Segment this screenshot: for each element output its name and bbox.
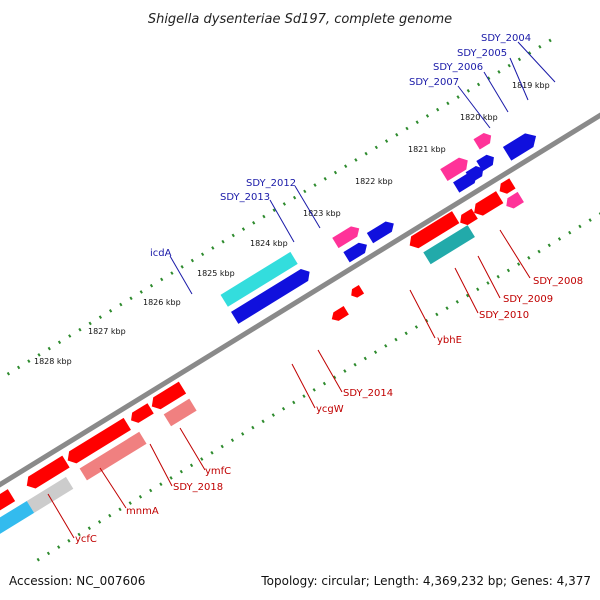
gene-label: ybhE bbox=[437, 335, 462, 346]
feature-block bbox=[474, 191, 504, 216]
gene-label: SDY_2007 bbox=[409, 77, 459, 88]
gene-label: ymfC bbox=[205, 466, 231, 477]
leader-lines bbox=[47, 41, 556, 539]
genome-backbone bbox=[0, 98, 600, 502]
feature-block bbox=[0, 500, 35, 535]
tick-label: 1826 kbp bbox=[143, 298, 181, 307]
tick-label: 1828 kbp bbox=[34, 357, 72, 366]
feature-block bbox=[79, 431, 147, 481]
feature-block bbox=[440, 157, 468, 182]
gene-label: SDY_2006 bbox=[433, 62, 483, 73]
gene-label: SDY_2014 bbox=[343, 388, 393, 399]
gene-label: ycgW bbox=[316, 404, 344, 415]
feature-block bbox=[502, 133, 537, 161]
feature-block bbox=[476, 154, 494, 172]
tick-label: 1822 kbp bbox=[355, 177, 393, 186]
feature-block bbox=[473, 132, 492, 150]
upper-scale-track bbox=[0, 33, 561, 414]
feature-block bbox=[332, 226, 360, 249]
feature-block bbox=[151, 381, 187, 410]
feature-block bbox=[366, 221, 394, 244]
gene-label: SDY_2018 bbox=[173, 482, 223, 493]
feature-block bbox=[0, 489, 16, 518]
gene-label: SDY_2010 bbox=[479, 310, 529, 321]
feature-block bbox=[131, 403, 154, 423]
gene-label: icdA bbox=[150, 248, 172, 259]
tick-label: 1825 kbp bbox=[197, 269, 235, 278]
feature-block bbox=[506, 191, 524, 209]
gene-label: SDY_2005 bbox=[457, 48, 507, 59]
accession-text: Accession: NC_007606 bbox=[9, 574, 146, 588]
feature-block bbox=[220, 251, 298, 307]
gene-label: SDY_2004 bbox=[481, 33, 531, 44]
feature-block bbox=[331, 306, 349, 321]
map-title: Shigella dysenteriae Sd197, complete gen… bbox=[148, 12, 452, 27]
gene-label: SDY_2008 bbox=[533, 276, 583, 287]
tick-label: 1821 kbp bbox=[408, 145, 446, 154]
gene-label: mnmA bbox=[126, 506, 159, 517]
feature-block bbox=[163, 398, 197, 427]
tick-label: 1820 kbp bbox=[460, 113, 498, 122]
gene-labels-upper: SDY_2004 SDY_2005 SDY_2006 SDY_2007 SDY_… bbox=[150, 33, 531, 259]
gene-label: ycfC bbox=[75, 534, 97, 545]
lower-scale-track bbox=[36, 181, 600, 562]
feature-block bbox=[26, 476, 74, 513]
feature-block bbox=[453, 172, 477, 193]
feature-block bbox=[231, 268, 310, 324]
gene-label: SDY_2013 bbox=[220, 192, 270, 203]
feature-block bbox=[67, 417, 131, 464]
feature-block bbox=[26, 455, 70, 489]
feature-block bbox=[423, 225, 475, 265]
tick-label: 1824 kbp bbox=[250, 239, 288, 248]
topology-summary: Topology: circular; Length: 4,369,232 bp… bbox=[261, 574, 591, 588]
kbp-tick-labels: 1819 kbp 1820 kbp 1821 kbp 1822 kbp 1823… bbox=[34, 81, 550, 366]
tick-label: 1819 kbp bbox=[512, 81, 550, 90]
feature-block bbox=[343, 242, 367, 263]
tick-label: 1823 kbp bbox=[303, 209, 341, 218]
gene-label: SDY_2012 bbox=[246, 178, 296, 189]
gene-labels-lower: SDY_2008 SDY_2009 SDY_2010 ybhE SDY_2014… bbox=[75, 276, 583, 545]
feature-block bbox=[460, 208, 478, 226]
feature-block bbox=[499, 178, 516, 194]
feature-block bbox=[409, 211, 460, 249]
tick-label: 1827 kbp bbox=[88, 327, 126, 336]
feature-block bbox=[351, 284, 365, 298]
gene-label: SDY_2009 bbox=[503, 294, 553, 305]
